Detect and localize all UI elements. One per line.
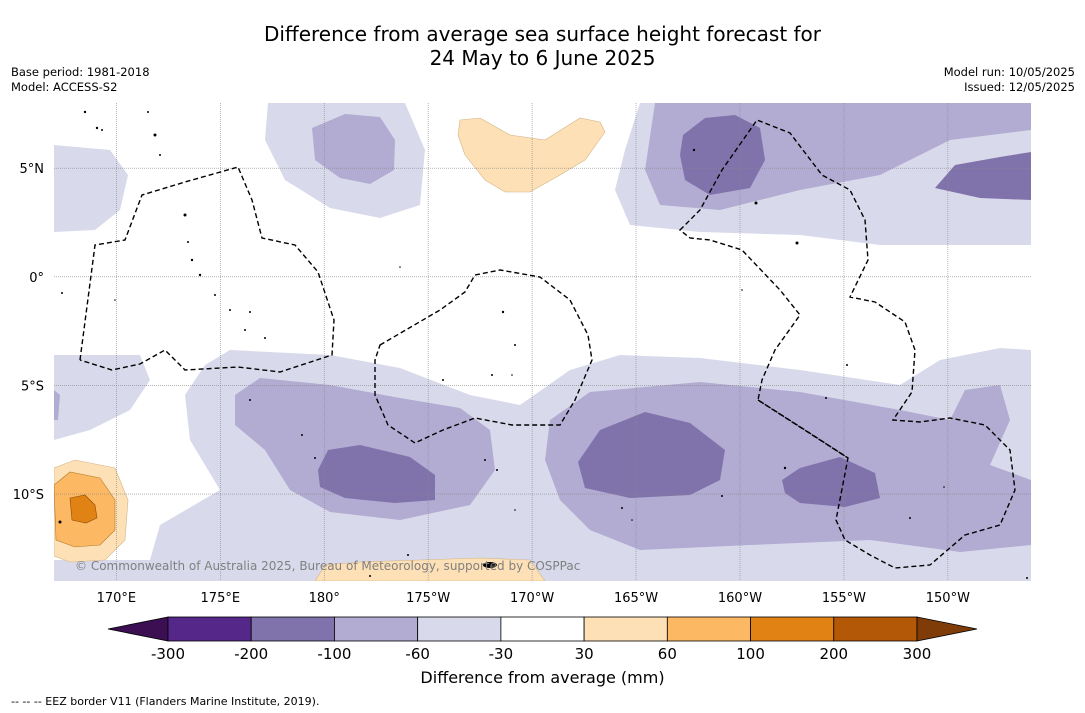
eez-footnote: -- -- -- EEZ border V11 (Flanders Marine… xyxy=(11,695,320,708)
eez-tuvalu-kiribati xyxy=(79,166,335,373)
colorbar-segment xyxy=(750,616,835,642)
colorbar-tick-label: 100 xyxy=(736,645,765,663)
lat-tick-label: 5°S xyxy=(21,379,44,394)
colorbar-tick-label: -100 xyxy=(317,645,351,663)
lon-tick-label: 180° xyxy=(309,591,340,606)
lon-tick-label: 155°W xyxy=(822,591,866,606)
title-line-1: Difference from average sea surface heig… xyxy=(263,22,822,46)
eez-tokelau-samoa xyxy=(374,269,593,444)
lon-tick-label: 150°W xyxy=(926,591,970,606)
colorbar-tick-label: 30 xyxy=(575,645,594,663)
islands xyxy=(58,110,1028,579)
colorbar-segment xyxy=(417,616,502,642)
lon-tick-label: 175°E xyxy=(201,591,241,606)
info-left: Base period: 1981-2018 Model: ACCESS-S2 xyxy=(11,65,150,95)
colorbar-extend-low xyxy=(107,616,169,642)
lat-tick-label: 10°S xyxy=(13,488,44,503)
colorbar-label: Difference from average (mm) xyxy=(420,668,665,687)
lon-tick-label: 160°W xyxy=(718,591,762,606)
colorbar-tick-label: -300 xyxy=(151,645,185,663)
base-period: Base period: 1981-2018 xyxy=(11,65,150,79)
colorbar-tick-label: 60 xyxy=(658,645,677,663)
model-name: Model: ACCESS-S2 xyxy=(11,80,118,94)
colorbar-tick-label: -60 xyxy=(405,645,430,663)
lon-tick-label: 175°W xyxy=(406,591,450,606)
chart-title: Difference from average sea surface heig… xyxy=(0,22,1085,70)
eez-cook-islands xyxy=(678,119,1016,569)
model-run: Model run: 10/05/2025 xyxy=(943,65,1075,79)
colorbar-extend-high xyxy=(916,616,978,642)
eez-borders xyxy=(79,119,1016,569)
anomaly-contours xyxy=(54,103,1031,581)
lon-tick-label: 170°E xyxy=(97,591,137,606)
axis-labels: 170°E 175°E 180° 175°W 170°W 165°W 160°W 155°W 1… xyxy=(13,162,970,606)
lat-tick-label: 0° xyxy=(29,271,44,286)
colorbar: -300 -200 -100 -60 -30 30 60 100 200 300 xyxy=(107,616,978,663)
info-right: Model run: 10/05/2025 Issued: 12/05/2025 xyxy=(944,65,1075,95)
lat-tick-label: 5°N xyxy=(20,162,45,177)
colorbar-segment xyxy=(167,616,252,642)
colorbar-segment xyxy=(500,616,585,642)
colorbar-tick-label: -30 xyxy=(489,645,514,663)
graticule xyxy=(54,103,1031,581)
lon-tick-label: 165°W xyxy=(614,591,658,606)
contour-band-minus100-minus200 xyxy=(318,115,1031,507)
copyright-text: © Commonwealth of Australia 2025, Bureau… xyxy=(75,559,580,573)
lon-tick-label: 170°W xyxy=(510,591,554,606)
colorbar-tick-label: 300 xyxy=(903,645,932,663)
colorbar-tick-label: -200 xyxy=(234,645,268,663)
positive-region-north xyxy=(457,117,606,193)
title-line-2: 24 May to 6 June 2025 xyxy=(429,46,656,70)
colorbar-segment xyxy=(334,616,419,642)
colorbar-segment xyxy=(666,616,751,642)
issued-date: Issued: 12/05/2025 xyxy=(964,80,1075,94)
colorbar-segment xyxy=(250,616,335,642)
positive-region-west-core xyxy=(69,494,98,524)
colorbar-segment xyxy=(833,616,918,642)
positive-anomalies xyxy=(54,117,606,581)
colorbar-tick-label: 200 xyxy=(819,645,848,663)
colorbar-segment xyxy=(583,616,668,642)
eez-internal-boundary xyxy=(757,399,849,459)
